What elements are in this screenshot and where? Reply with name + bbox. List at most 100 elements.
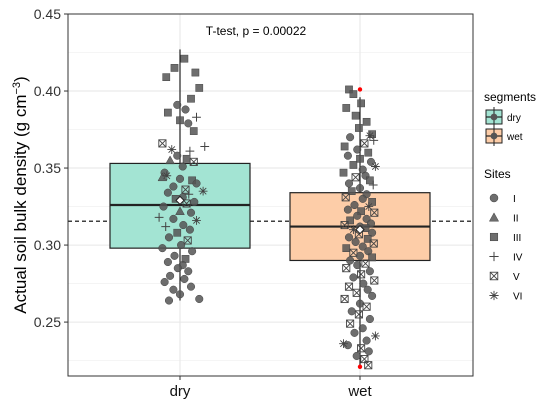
y-tick-label: 0.30 (34, 237, 61, 253)
y-axis-title-close: ) (11, 76, 30, 82)
y-axis-title-superscript: −3 (11, 82, 23, 95)
data-point-square (187, 94, 195, 103)
data-point-circle (195, 294, 204, 304)
data-point-square (339, 168, 348, 177)
data-point-triangle (157, 172, 168, 182)
data-point-circle (365, 314, 374, 324)
data-point-circle (175, 174, 185, 183)
data-point-boxx (351, 173, 360, 182)
data-point-asterisk (192, 216, 201, 225)
data-point-square (189, 127, 198, 135)
data-point-boxx (370, 208, 379, 217)
data-point-boxx (364, 361, 373, 370)
data-point-square (349, 161, 358, 169)
data-point-circle (175, 290, 185, 299)
data-point-circle (355, 184, 365, 193)
data-point-circle (184, 267, 193, 276)
data-point-square (180, 54, 189, 63)
data-point-square (195, 84, 204, 92)
data-point-square (351, 111, 360, 120)
data-point-circle (177, 241, 186, 250)
data-point-circle (358, 194, 367, 203)
data-point-square (349, 90, 358, 98)
data-point-circle (188, 247, 197, 256)
data-point-circle (352, 351, 361, 361)
data-point-circle (362, 336, 371, 345)
mean-marker-wet (355, 224, 365, 235)
axis-layer: 0.25 0.30 0.35 0.40 0.45 dry wet (34, 6, 373, 400)
y-tick-label: 0.25 (34, 314, 61, 330)
data-point-square (355, 124, 363, 132)
y-axis-title-main: Actual soil bulk density (g cm (11, 95, 30, 314)
data-point-circle (347, 307, 356, 316)
data-point-circle (355, 251, 365, 260)
data-point-circle (163, 188, 172, 197)
data-point-circle (353, 211, 362, 220)
data-point-circle (350, 328, 359, 337)
data-point-boxx (357, 344, 366, 353)
data-point-asterisk (364, 202, 374, 211)
data-point-square (340, 142, 349, 151)
data-point-asterisk (162, 171, 172, 181)
legend-site-label: III (513, 233, 521, 244)
mean-markers-layer (175, 195, 365, 235)
data-point-circle (158, 244, 167, 253)
outlier-point (357, 87, 363, 92)
data-point-circle (178, 162, 187, 171)
data-point-boxx (370, 276, 379, 285)
data-point-circle (192, 179, 201, 188)
data-point-circle (164, 233, 174, 242)
data-point-circle (180, 274, 189, 284)
data-point-circle (186, 208, 196, 217)
data-point-circle (343, 205, 352, 214)
data-point-square (345, 85, 353, 94)
data-point-square (368, 198, 376, 206)
y-tick-label: 0.35 (34, 160, 61, 176)
mean-marker-dry (175, 195, 185, 206)
plot-panel-border (67, 13, 474, 377)
data-point-boxx (349, 248, 358, 257)
data-point-square (368, 253, 376, 262)
data-point-circle (169, 285, 178, 294)
data-point-square (182, 154, 191, 163)
data-point-circle (364, 247, 373, 256)
data-point-circle (166, 271, 175, 280)
legend-segment-dry: dry (485, 107, 521, 127)
data-point-circle (349, 273, 358, 282)
data-point-circle (350, 200, 359, 210)
data-point-boxx (181, 185, 190, 194)
data-point-boxx (341, 193, 350, 202)
legend-segments-title: segments (484, 90, 536, 104)
legend-sites-title: Sites (484, 167, 511, 181)
legend-site-label: V (513, 272, 520, 283)
data-point-circle (368, 291, 377, 300)
data-point-circle (344, 179, 354, 188)
data-point-circle (173, 100, 182, 109)
data-point-square (347, 187, 356, 195)
data-point-circle (190, 197, 199, 206)
data-point-asterisk (371, 162, 380, 171)
data-point-circle (343, 151, 352, 160)
legend-segment-point (490, 113, 498, 121)
data-point-square (346, 216, 354, 225)
data-point-plus (161, 222, 171, 231)
legend-site-label: I (513, 194, 516, 205)
data-point-square (366, 176, 374, 185)
legend-site-label: II (513, 214, 519, 225)
data-point-asterisk (365, 131, 375, 141)
data-point-boxx (189, 157, 198, 166)
data-point-circle (363, 285, 372, 294)
legend-segment-wet: wet (485, 126, 523, 146)
data-point-circle (353, 261, 362, 270)
data-point-circle (169, 214, 178, 223)
data-point-circle (359, 279, 368, 288)
data-point-boxx (369, 239, 378, 248)
data-point-square (173, 228, 182, 237)
data-point-square (170, 64, 179, 72)
data-point-asterisk (371, 331, 380, 341)
data-point-square (342, 244, 351, 252)
data-point-boxx (357, 270, 366, 279)
data-point-plus (184, 189, 194, 199)
